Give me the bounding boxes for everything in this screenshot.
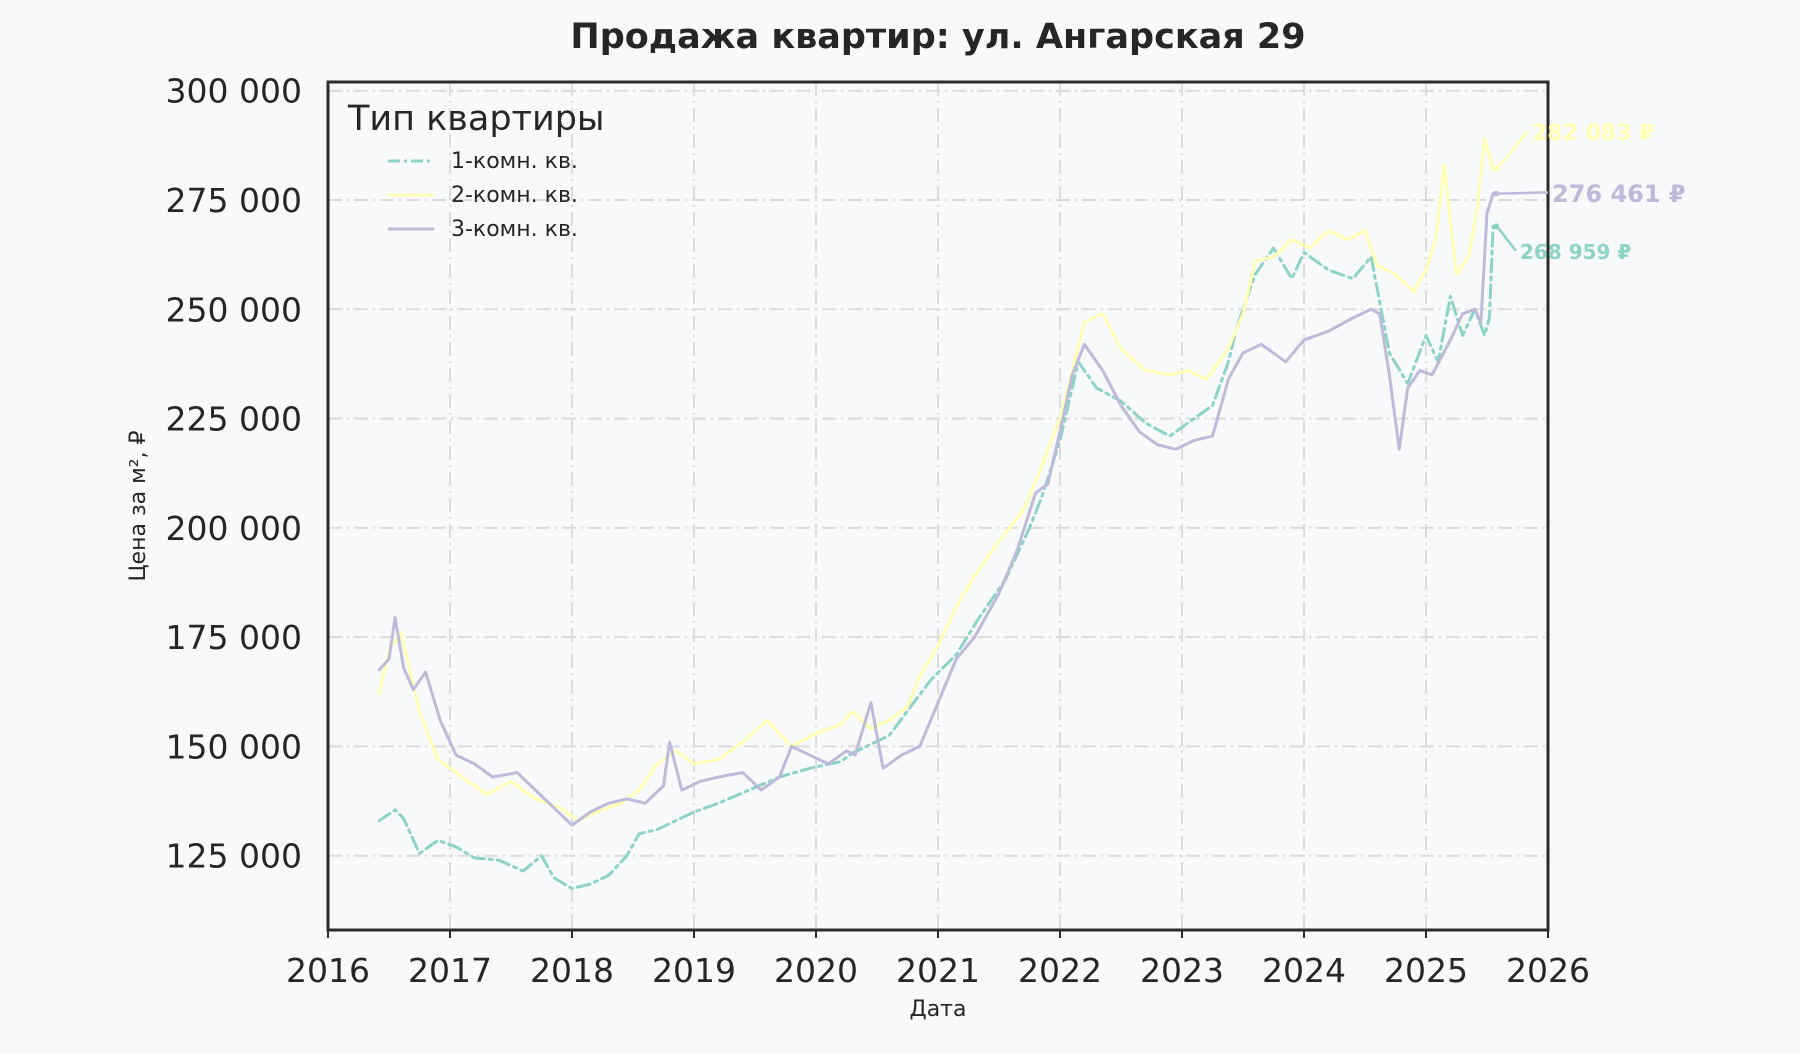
end-label-arrowhead (1493, 166, 1500, 173)
y-tick-label: 175 000 (166, 618, 302, 657)
x-tick-label: 2021 (896, 951, 980, 990)
x-tick-label: 2023 (1140, 951, 1224, 990)
legend-entry-label: 2-комн. кв. (451, 183, 578, 208)
legend-entry-label: 3-комн. кв. (451, 217, 578, 242)
x-tick-label: 2017 (408, 951, 492, 990)
x-tick-label: 2016 (286, 951, 370, 990)
y-tick-label: 200 000 (166, 509, 302, 548)
legend-title: Тип квартиры (347, 99, 605, 139)
end-labels: 268 959 ₽ 282 083 ₽ 276 461 ₽ (1493, 121, 1686, 264)
plot-frame (326, 80, 1550, 932)
y-axis-ticks: 125 000 150 000 175 000 200 000 225 000 250 0… (166, 72, 302, 876)
y-tick-label: 125 000 (166, 837, 302, 876)
x-axis-ticks: 2016 2017 2018 2019 2020 2021 2022 2023 2024 2025… (286, 930, 1590, 990)
end-label-arrowhead (1493, 190, 1500, 197)
end-value-label: 276 461 ₽ (1552, 180, 1686, 208)
end-value-label: 268 959 ₽ (1520, 240, 1631, 264)
x-tick-label: 2019 (652, 951, 736, 990)
chart-title: Продажа квартир: ул. Ангарская 29 (570, 17, 1305, 57)
x-axis-label: Дата (910, 997, 967, 1022)
end-value-label: 282 083 ₽ (1532, 121, 1654, 146)
y-axis-label: Цена за м², ₽ (126, 430, 151, 581)
series-line-3 (377, 192, 1495, 827)
x-tick-label: 2024 (1262, 951, 1346, 990)
end-label-arrow (1497, 191, 1549, 195)
x-tick-label: 2020 (774, 951, 858, 990)
x-tick-label: 2018 (530, 951, 614, 990)
legend-entry-label: 1-комн. кв. (451, 149, 578, 174)
legend: Тип квартиры 1-комн. кв. 2-комн. кв. 3-ком… (347, 99, 605, 242)
series-layer (377, 137, 1495, 890)
y-tick-label: 250 000 (166, 290, 302, 329)
series-line-1 (377, 224, 1495, 890)
y-tick-label: 150 000 (166, 727, 302, 766)
end-label-arrowhead (1493, 223, 1500, 230)
x-tick-label: 2025 (1384, 951, 1468, 990)
end-label-arrow (1496, 225, 1517, 252)
end-label-arrow (1496, 130, 1529, 170)
x-tick-label: 2022 (1018, 951, 1102, 990)
y-tick-label: 300 000 (166, 72, 302, 111)
x-tick-label: 2026 (1506, 951, 1590, 990)
y-tick-label: 275 000 (166, 181, 302, 220)
y-tick-label: 225 000 (166, 400, 302, 439)
